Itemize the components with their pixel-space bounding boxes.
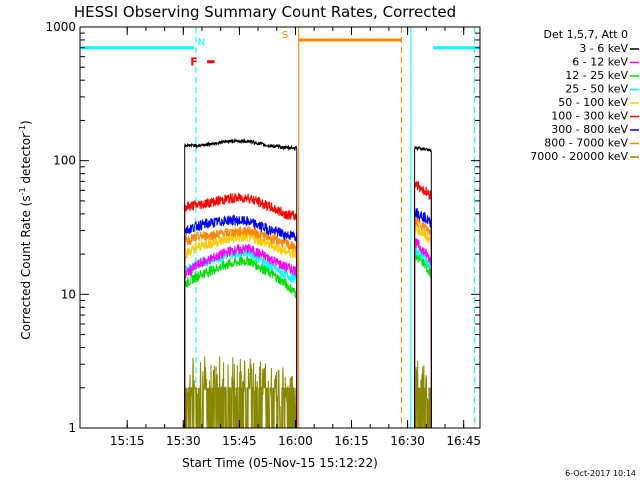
y-tick-label-0: 1 bbox=[68, 421, 76, 435]
series-line-7-1 bbox=[414, 215, 432, 429]
y-tick-label-1: 10 bbox=[61, 287, 76, 301]
y-label-end: ) bbox=[19, 120, 33, 125]
series-line-3-1 bbox=[414, 244, 432, 429]
series-line-4-1 bbox=[414, 222, 432, 429]
series-line-5-0 bbox=[184, 192, 298, 428]
y-axis: 1 10 100 1000 bbox=[45, 20, 480, 435]
flare-marker-label: F bbox=[190, 56, 198, 69]
series-line-5-1 bbox=[414, 181, 432, 429]
series-line-0-0 bbox=[184, 137, 298, 428]
x-tick-label-6: 16:45 bbox=[446, 434, 481, 448]
x-tick-label-4: 16:15 bbox=[334, 434, 369, 448]
legend-label-3: 25 - 50 keV bbox=[565, 83, 628, 96]
series-line-6-1 bbox=[414, 207, 432, 429]
series-line-6-0 bbox=[184, 213, 298, 428]
flag-label-N: N bbox=[198, 38, 205, 49]
x-tick-label-5: 16:30 bbox=[390, 434, 425, 448]
y-axis-label: Corrected Count Rate (s-1 detector-1) bbox=[18, 120, 33, 339]
series-line-1-0 bbox=[184, 243, 298, 428]
x-tick-label-1: 15:30 bbox=[166, 434, 201, 448]
y-label-main: Corrected Count Rate (s bbox=[19, 195, 33, 339]
x-axis: 15:15 15:30 15:45 16:00 16:15 16:30 16:45 bbox=[110, 27, 481, 448]
legend-label-5: 100 - 300 keV bbox=[551, 110, 628, 123]
chart-title: HESSI Observing Summary Count Rates, Cor… bbox=[74, 3, 456, 21]
legend-label-4: 50 - 100 keV bbox=[558, 96, 628, 109]
y-tick-label-2: 100 bbox=[53, 154, 76, 168]
y-tick-label-3: 1000 bbox=[45, 20, 76, 34]
y-label-sup2: -1 bbox=[18, 125, 27, 133]
legend-header: Det 1,5,7, Att 0 bbox=[544, 28, 628, 41]
x-tick-label-3: 16:00 bbox=[278, 434, 313, 448]
series-line-1-1 bbox=[414, 238, 432, 429]
plot-frame bbox=[79, 26, 481, 429]
y-label-mid: detector bbox=[19, 133, 33, 188]
legend-label-0: 3 - 6 keV bbox=[579, 42, 628, 55]
y-label-sup1: -1 bbox=[18, 187, 27, 195]
series-line-7-0 bbox=[184, 225, 298, 428]
legend-label-7: 800 - 7000 keV bbox=[544, 137, 628, 150]
legend-label-2: 12 - 25 keV bbox=[565, 69, 628, 82]
x-axis-label: Start Time (05-Nov-15 15:12:22) bbox=[182, 456, 378, 470]
x-tick-label-2: 15:45 bbox=[222, 434, 257, 448]
x-tick-label-0: 15:15 bbox=[110, 434, 145, 448]
series-line-2-0 bbox=[184, 255, 298, 428]
footer-timestamp: 6-Oct-2017 10:14 bbox=[565, 469, 636, 478]
series-line-4-0 bbox=[184, 230, 298, 428]
legend-label-1: 6 - 12 keV bbox=[572, 56, 628, 69]
series-line-2-1 bbox=[414, 250, 432, 429]
series-line-0-1 bbox=[414, 145, 432, 429]
legend-label-6: 300 - 800 keV bbox=[551, 123, 628, 136]
flag-label-S: S bbox=[282, 30, 288, 41]
legend-label-8: 7000 - 20000 keV bbox=[530, 150, 628, 163]
